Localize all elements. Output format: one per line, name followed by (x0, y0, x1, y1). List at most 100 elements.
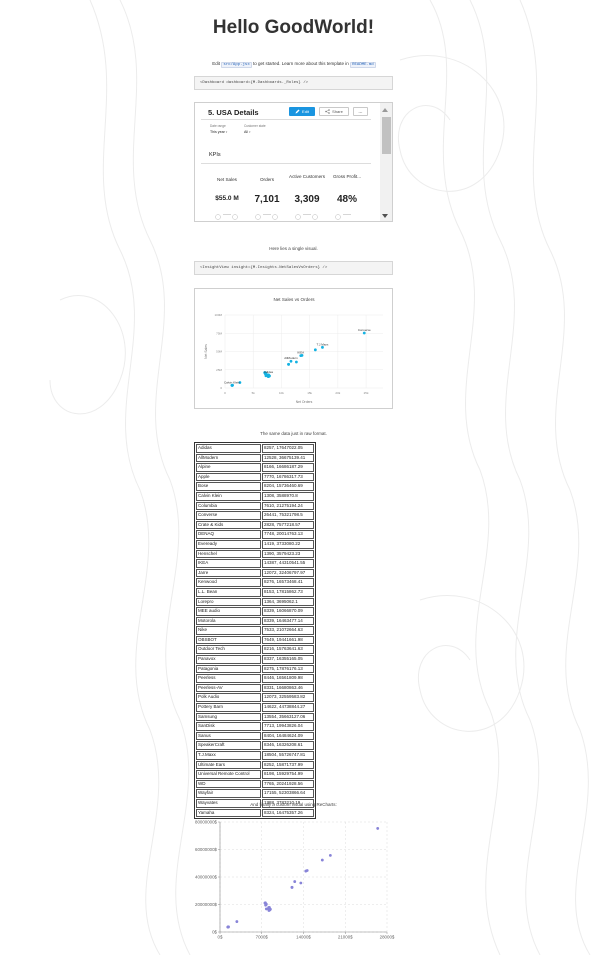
table-cell-values: 8198, 15929754.99 (262, 770, 314, 779)
y-tick-label: 40000000$ (195, 875, 218, 880)
table-cell-values: 7533, 21072664.63 (262, 626, 314, 635)
kpi-active-customers-value[interactable]: 3,309 (294, 194, 320, 205)
scatter-point[interactable] (267, 374, 271, 378)
net-sales-vs-orders-chart[interactable]: Net Sales vs Orders 0 25M 50M 75M 100M 0 5k 10k 1… (195, 289, 393, 409)
table-cell-brand: Lorepro (196, 597, 261, 607)
table-cell-brand: Wayvates (196, 798, 261, 808)
scatter-point[interactable] (268, 907, 272, 911)
table-row: DENAQ 7748, 20014763.13 (196, 530, 314, 539)
scatter-point[interactable] (230, 383, 234, 387)
table-cell-values: 13554, 35663127.06 (262, 712, 314, 722)
table-cell-brand: Outdoor Tech (196, 645, 261, 655)
scatter-point[interactable] (294, 360, 298, 364)
table-cell-brand: Nike (196, 626, 261, 635)
table-row: Kenwood 8276, 16573468.41 (196, 578, 314, 587)
table-row: Peerless 8446, 16561809.98 (196, 674, 314, 683)
point-label: Calvin Klein (224, 380, 240, 384)
kpi-net-sales-value[interactable]: $55.0 M (215, 195, 239, 202)
share-button-label: Share (332, 109, 343, 114)
scatter-point[interactable] (264, 907, 268, 911)
table-row: Pottery Barn 14622, 44738844.27 (196, 703, 314, 712)
y-tick-label: 0 (220, 386, 222, 390)
table-row: AllModern 12528, 36675139.41 (196, 453, 314, 463)
scatter-point[interactable] (362, 331, 366, 335)
table-row: SpeakerCraft 8346, 16326208.61 (196, 741, 314, 750)
scatter-point[interactable] (264, 371, 268, 375)
scrollbar-thumb[interactable] (382, 117, 391, 154)
recharts-scatter-chart[interactable]: 0$ 20000000$ 40000000$ 60000000$ 80000000$ 0$… (180, 812, 400, 942)
kpi-orders-value[interactable]: 7,101 (254, 194, 280, 205)
x-tick-label: 28000$ (380, 935, 395, 940)
table-cell-values: 14387, 44310541.55 (262, 559, 314, 568)
scatter-point[interactable] (289, 359, 293, 363)
scatter-point[interactable] (320, 858, 324, 862)
divider (201, 119, 371, 120)
table-row: Wayfair 17155, 52303866.64 (196, 789, 314, 798)
table-row: Yamaha 8324, 16475357.26 (196, 808, 314, 818)
scatter-point[interactable] (313, 348, 317, 352)
kpis-heading: KPIs (209, 152, 221, 158)
scatter-point[interactable] (226, 925, 230, 929)
scatter-point[interactable] (293, 880, 297, 883)
table-row: Outdoor Tech 8216, 15763641.63 (196, 645, 314, 655)
table-cell-values: 8204, 15736460.69 (262, 482, 314, 491)
scatter-point[interactable] (321, 345, 324, 349)
table-cell-values: 26441, 75321798.5 (262, 511, 314, 520)
table-row: Patagonia 8275, 17876176.13 (196, 664, 314, 674)
table-cell-values: 7713, 19943826.04 (262, 722, 314, 731)
table-cell-values: 8446, 16561809.98 (262, 674, 314, 683)
scatter-point[interactable] (264, 902, 268, 906)
table-row: Nike 7533, 21072664.63 (196, 626, 314, 635)
point-label: AllModern (284, 356, 298, 360)
intro-middle: to get started. Learn more about this te… (253, 61, 349, 66)
table-cell-values: 12528, 36675139.41 (262, 453, 314, 463)
table-cell-values: 8339, 16066870.09 (262, 607, 314, 616)
edit-button[interactable]: Edit (289, 107, 315, 116)
table-row: Crate & Kids 2828, 7577218.57 (196, 520, 314, 530)
table-cell-values: 8346, 16326208.61 (262, 741, 314, 750)
share-button[interactable]: Share (319, 107, 349, 116)
insight-visual[interactable]: Net Sales vs Orders 0 25M 50M 75M 100M 0 5k 10k 1… (194, 288, 393, 409)
dashboard-code-snippet: <Dashboard dashboard={M.Dashboards._Role… (194, 76, 393, 90)
table-cell-brand: T.J.Maxx (196, 751, 261, 760)
scatter-point[interactable] (287, 362, 290, 366)
table-cell-values: 17155, 52303866.64 (262, 789, 314, 798)
embedded-dashboard[interactable]: 5. USA Details Edit Share ... Date range… (194, 102, 393, 222)
table-cell-values: 8276, 16573468.41 (262, 578, 314, 587)
point-label: Converse (358, 328, 371, 332)
scatter-point[interactable] (290, 885, 294, 889)
table-cell-values: 2828, 7577218.57 (262, 520, 314, 530)
scatter-point[interactable] (376, 827, 380, 830)
table-cell-values: 8339, 16463477.14 (262, 616, 314, 626)
scatter-point[interactable] (328, 853, 332, 857)
scatter-point[interactable] (235, 920, 239, 923)
more-options-button[interactable]: ... (353, 107, 368, 116)
kpi-gross-profit-value[interactable]: 48% (336, 194, 357, 205)
scroll-down-icon[interactable] (382, 214, 388, 218)
table-cell-values: 8324, 16475357.26 (262, 808, 314, 818)
table-cell-brand: Crate & Kids (196, 520, 261, 530)
filter-date-range[interactable]: This year ▾ (210, 130, 227, 134)
share-icon (325, 109, 330, 114)
table-row: Jarre 12072, 32406797.97 (196, 568, 314, 578)
y-tick-label: 50M (216, 350, 222, 354)
scatter-point[interactable] (300, 353, 304, 357)
table-row: L.L. Bean 8153, 17815862.73 (196, 587, 314, 597)
intro-prefix: Edit (212, 61, 221, 66)
x-tick-label: 0 (224, 391, 226, 395)
scatter-point[interactable] (238, 381, 242, 384)
table-cell-brand: Calvin Klein (196, 491, 261, 501)
y-tick-label: 80000000$ (195, 820, 218, 825)
scroll-up-icon[interactable] (382, 108, 388, 112)
scatter-point[interactable] (299, 881, 303, 885)
table-cell-values: 8153, 17815862.73 (262, 587, 314, 597)
table-cell-values: 8257, 17647022.05 (262, 444, 314, 453)
point-label: IKEA (297, 351, 304, 355)
table-cell-brand: Alpine (196, 463, 261, 472)
table-cell-values: 7765, 20241928.56 (262, 779, 314, 789)
table-cell-brand: MEE audio (196, 607, 261, 616)
table-cell-values: 1364, 3695062.1 (262, 597, 314, 607)
scatter-point[interactable] (305, 869, 309, 872)
filter-customer-state[interactable]: All ▾ (244, 130, 251, 134)
table-cell-values: 7610, 21275194.24 (262, 501, 314, 511)
